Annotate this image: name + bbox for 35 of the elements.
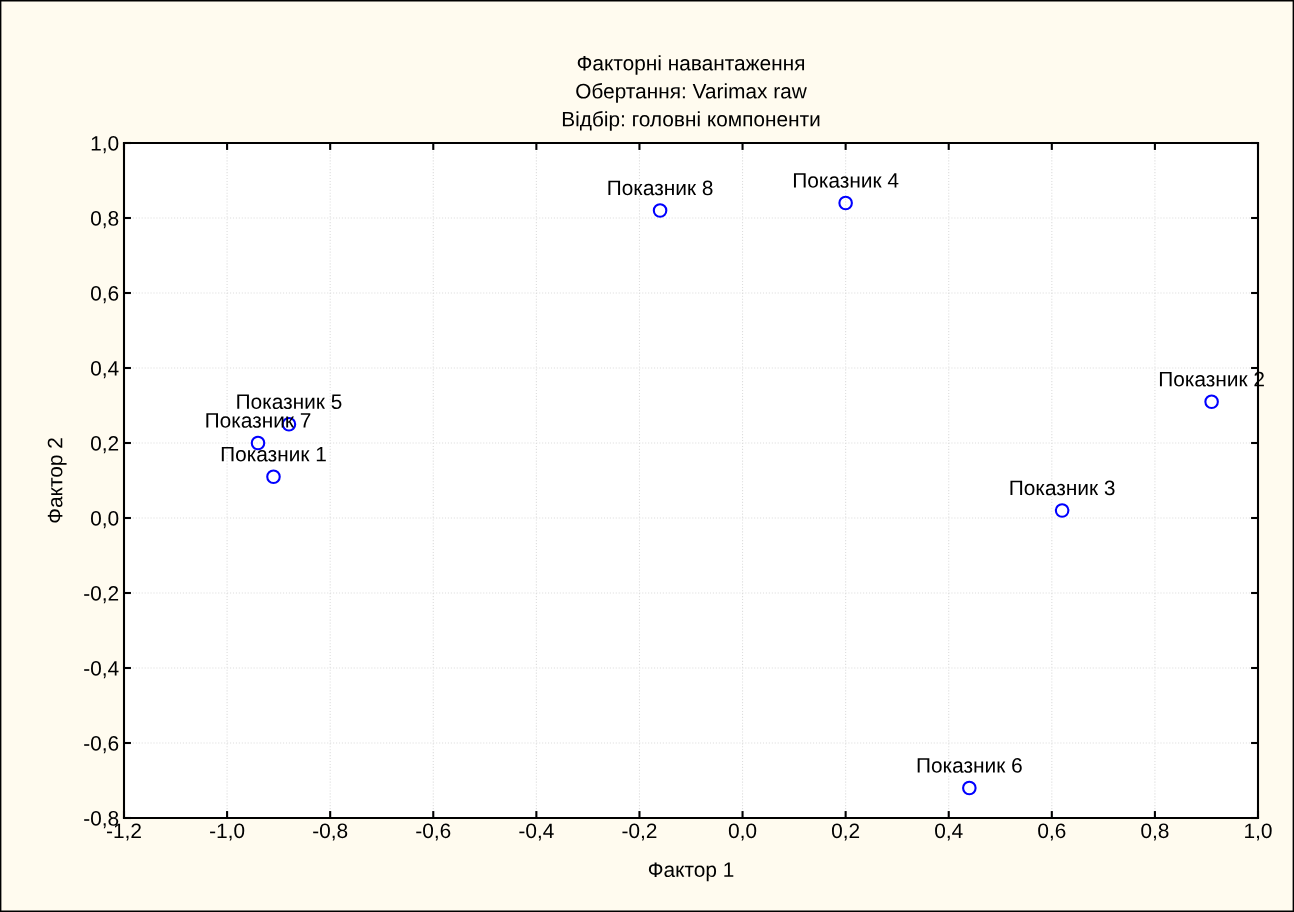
x-tick-label: -0,8 — [313, 823, 348, 841]
annotation: Показник 5 — [237, 394, 342, 410]
x-tick-label: 1,0 — [1245, 823, 1272, 841]
x-tick-label: -0,2 — [622, 823, 657, 841]
y-tick-label: 0,6 — [90, 286, 119, 304]
x-tick-label: 0,4 — [935, 823, 963, 841]
point — [838, 195, 853, 211]
point — [1204, 394, 1219, 410]
x-tick-label: 0,2 — [831, 823, 860, 841]
y-tick-label: -0,6 — [84, 736, 119, 754]
y-tick-label: 0,0 — [90, 511, 119, 529]
point — [266, 469, 281, 485]
y-tick-label: 1,0 — [91, 136, 119, 154]
y-tick-label: 0,8 — [90, 211, 119, 229]
x-tick-label: 0,6 — [1038, 823, 1066, 841]
point — [652, 203, 668, 218]
y-tick-label: -0,2 — [84, 586, 119, 604]
x-axis-title: Фактор 1 — [648, 862, 734, 882]
x-tick-label: -1,0 — [210, 823, 245, 841]
y-axis-title: Фактор 2 — [47, 438, 67, 523]
x-tick-label: 0,0 — [728, 823, 757, 841]
y-tick-label: 0,2 — [90, 436, 119, 454]
annotation: Показник 8 — [608, 180, 713, 196]
annotation: Показник 6 — [917, 758, 1022, 773]
x-tick-label: -0,4 — [519, 823, 554, 841]
y-tick-label: 0,4 — [90, 361, 119, 379]
chart-title: Факторні навантаження Обертання: Varimax raw Відбір: головні компоненти — [562, 55, 820, 131]
annotation: Показник 3 — [1010, 480, 1115, 496]
x-tick-label: -0,6 — [416, 823, 451, 841]
annotation: Показник 1 — [221, 446, 326, 462]
x-tick-label: 0,8 — [1141, 823, 1169, 841]
point — [962, 780, 977, 796]
y-tick-label: -0,4 — [84, 661, 119, 679]
point — [1054, 503, 1070, 518]
annotation: Показник 4 — [793, 173, 899, 188]
